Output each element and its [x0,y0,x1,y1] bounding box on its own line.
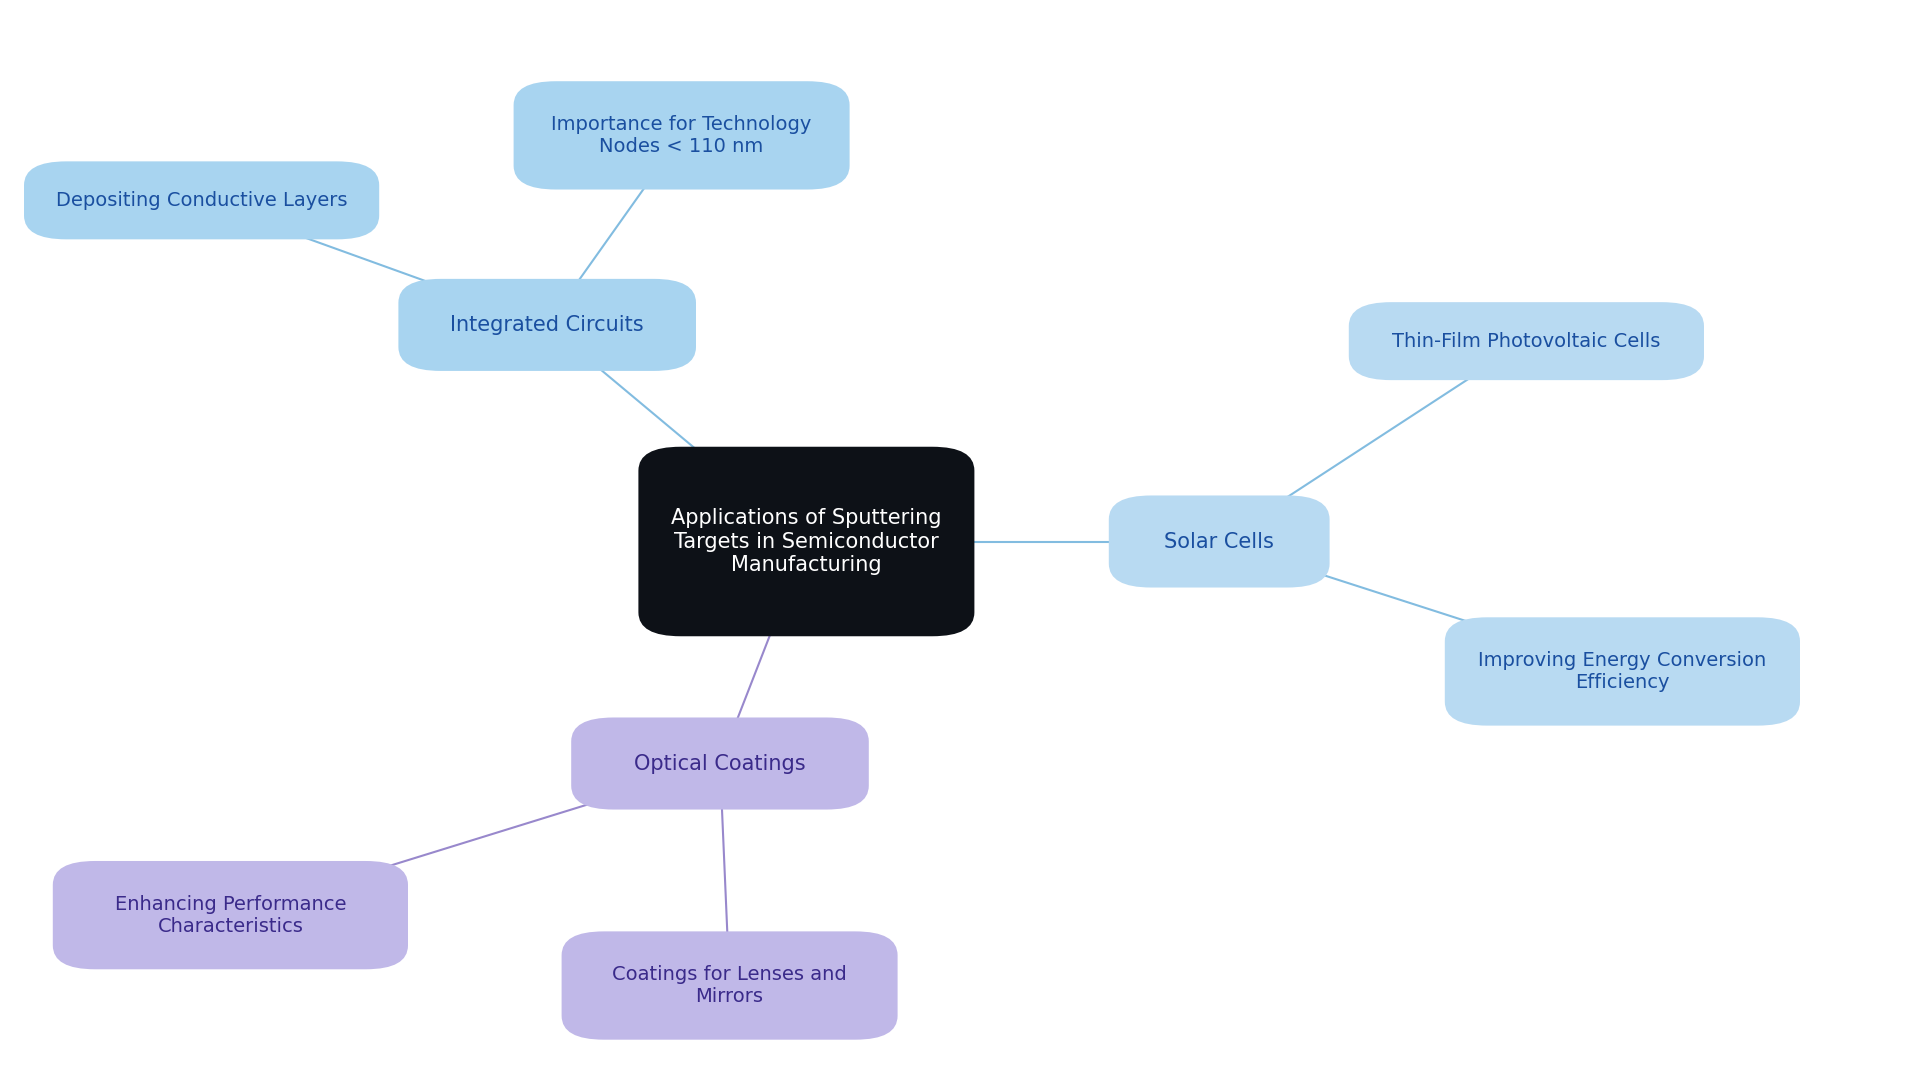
Text: Improving Energy Conversion
Efficiency: Improving Energy Conversion Efficiency [1478,651,1766,692]
FancyBboxPatch shape [397,279,695,370]
Text: Optical Coatings: Optical Coatings [634,754,806,773]
Text: Thin-Film Photovoltaic Cells: Thin-Film Photovoltaic Cells [1392,331,1661,351]
FancyBboxPatch shape [637,447,975,637]
FancyBboxPatch shape [23,161,380,239]
FancyBboxPatch shape [52,861,407,969]
Text: Integrated Circuits: Integrated Circuits [451,315,643,335]
Text: Coatings for Lenses and
Mirrors: Coatings for Lenses and Mirrors [612,965,847,1006]
FancyBboxPatch shape [513,81,849,190]
FancyBboxPatch shape [1348,302,1705,380]
FancyBboxPatch shape [561,931,897,1040]
Text: Applications of Sputtering
Targets in Semiconductor
Manufacturing: Applications of Sputtering Targets in Se… [672,508,941,575]
Text: Importance for Technology
Nodes < 110 nm: Importance for Technology Nodes < 110 nm [551,115,812,156]
Text: Enhancing Performance
Characteristics: Enhancing Performance Characteristics [115,895,346,936]
FancyBboxPatch shape [1110,496,1329,587]
FancyBboxPatch shape [572,717,868,810]
Text: Solar Cells: Solar Cells [1164,532,1275,551]
Text: Depositing Conductive Layers: Depositing Conductive Layers [56,191,348,210]
FancyBboxPatch shape [1444,617,1801,726]
